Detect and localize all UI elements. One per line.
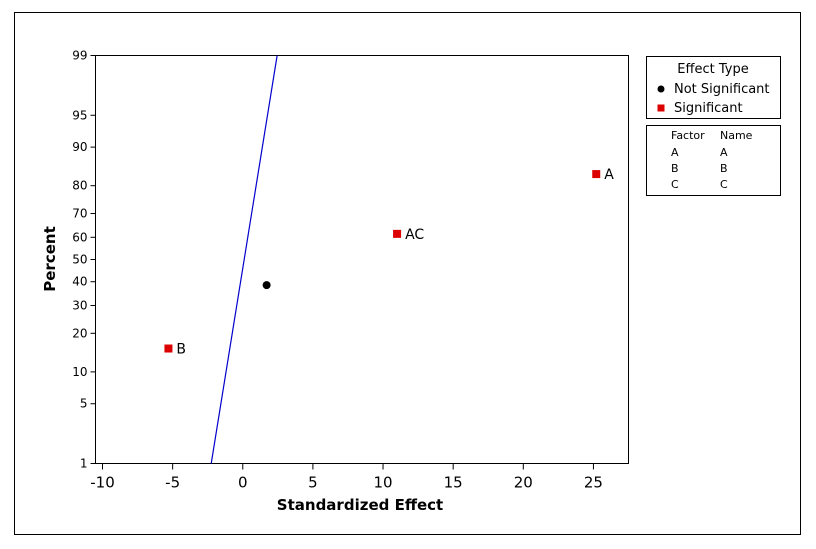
- legend-marker-significant: [657, 104, 665, 112]
- x-axis: -10 -5 0 5 10 15 20 25: [90, 463, 603, 492]
- factor-table-box: [646, 125, 781, 196]
- legend-title: Effect Type: [677, 62, 748, 77]
- legend-box: [646, 56, 781, 119]
- point-label: B: [176, 342, 186, 358]
- factor-table-header-factor: Factor: [671, 129, 705, 142]
- x-tick-label: 15: [444, 474, 463, 492]
- y-tick-label: 10: [72, 365, 87, 379]
- y-tick-label: 40: [72, 275, 87, 289]
- factor-table-cell: C: [671, 178, 679, 191]
- x-tick-label: 10: [373, 474, 392, 492]
- y-axis: 1 5 10 20 30 40 50 60 70 80 90 95 99: [72, 49, 96, 471]
- point-marker-significant: [393, 229, 402, 238]
- normal-fit-line: [210, 55, 278, 464]
- y-tick-label: 80: [72, 179, 87, 193]
- point-label: AC: [405, 227, 424, 243]
- y-axis-title: Percent: [41, 226, 59, 291]
- x-tick-label: -5: [165, 474, 180, 492]
- legend-label-not-significant: Not Significant: [674, 82, 770, 97]
- y-tick-label: 60: [72, 230, 87, 244]
- y-tick-label: 95: [72, 108, 87, 122]
- legend-label-significant: Significant: [674, 101, 743, 116]
- point-marker-not-significant: [262, 281, 271, 290]
- point-marker-significant: [592, 170, 601, 179]
- y-tick-label: 50: [72, 253, 87, 267]
- fit-line-group: [210, 55, 278, 464]
- y-tick-label: 70: [72, 207, 87, 221]
- x-axis-title: Standardized Effect: [277, 496, 443, 514]
- legend: Effect Type Not Significant Significant: [646, 56, 781, 119]
- y-tick-label: 30: [72, 298, 87, 312]
- y-tick-label: 1: [80, 457, 88, 471]
- factor-table-cell: A: [720, 146, 728, 159]
- x-tick-label: 20: [514, 474, 533, 492]
- factor-table-cell: C: [720, 178, 728, 191]
- points-group: B AC A: [164, 167, 614, 358]
- factor-table-header-name: Name: [720, 129, 753, 142]
- y-tick-label: 20: [72, 326, 87, 340]
- factor-table-cell: B: [671, 162, 679, 175]
- y-tick-label: 5: [80, 397, 88, 411]
- factor-table: Factor Name A A B B C C: [646, 125, 781, 196]
- legend-marker-not-significant: [657, 85, 665, 93]
- x-tick-label: 0: [238, 474, 248, 492]
- point-label: A: [604, 167, 614, 183]
- factor-table-cell: B: [720, 162, 728, 175]
- plot-area: [95, 55, 629, 464]
- x-tick-label: 25: [584, 474, 603, 492]
- factor-table-cell: A: [671, 146, 679, 159]
- y-tick-label: 90: [72, 140, 87, 154]
- x-tick-label: 5: [308, 474, 318, 492]
- x-tick-label: -10: [90, 474, 115, 492]
- y-tick-label: 99: [72, 49, 87, 63]
- point-marker-significant: [164, 344, 173, 353]
